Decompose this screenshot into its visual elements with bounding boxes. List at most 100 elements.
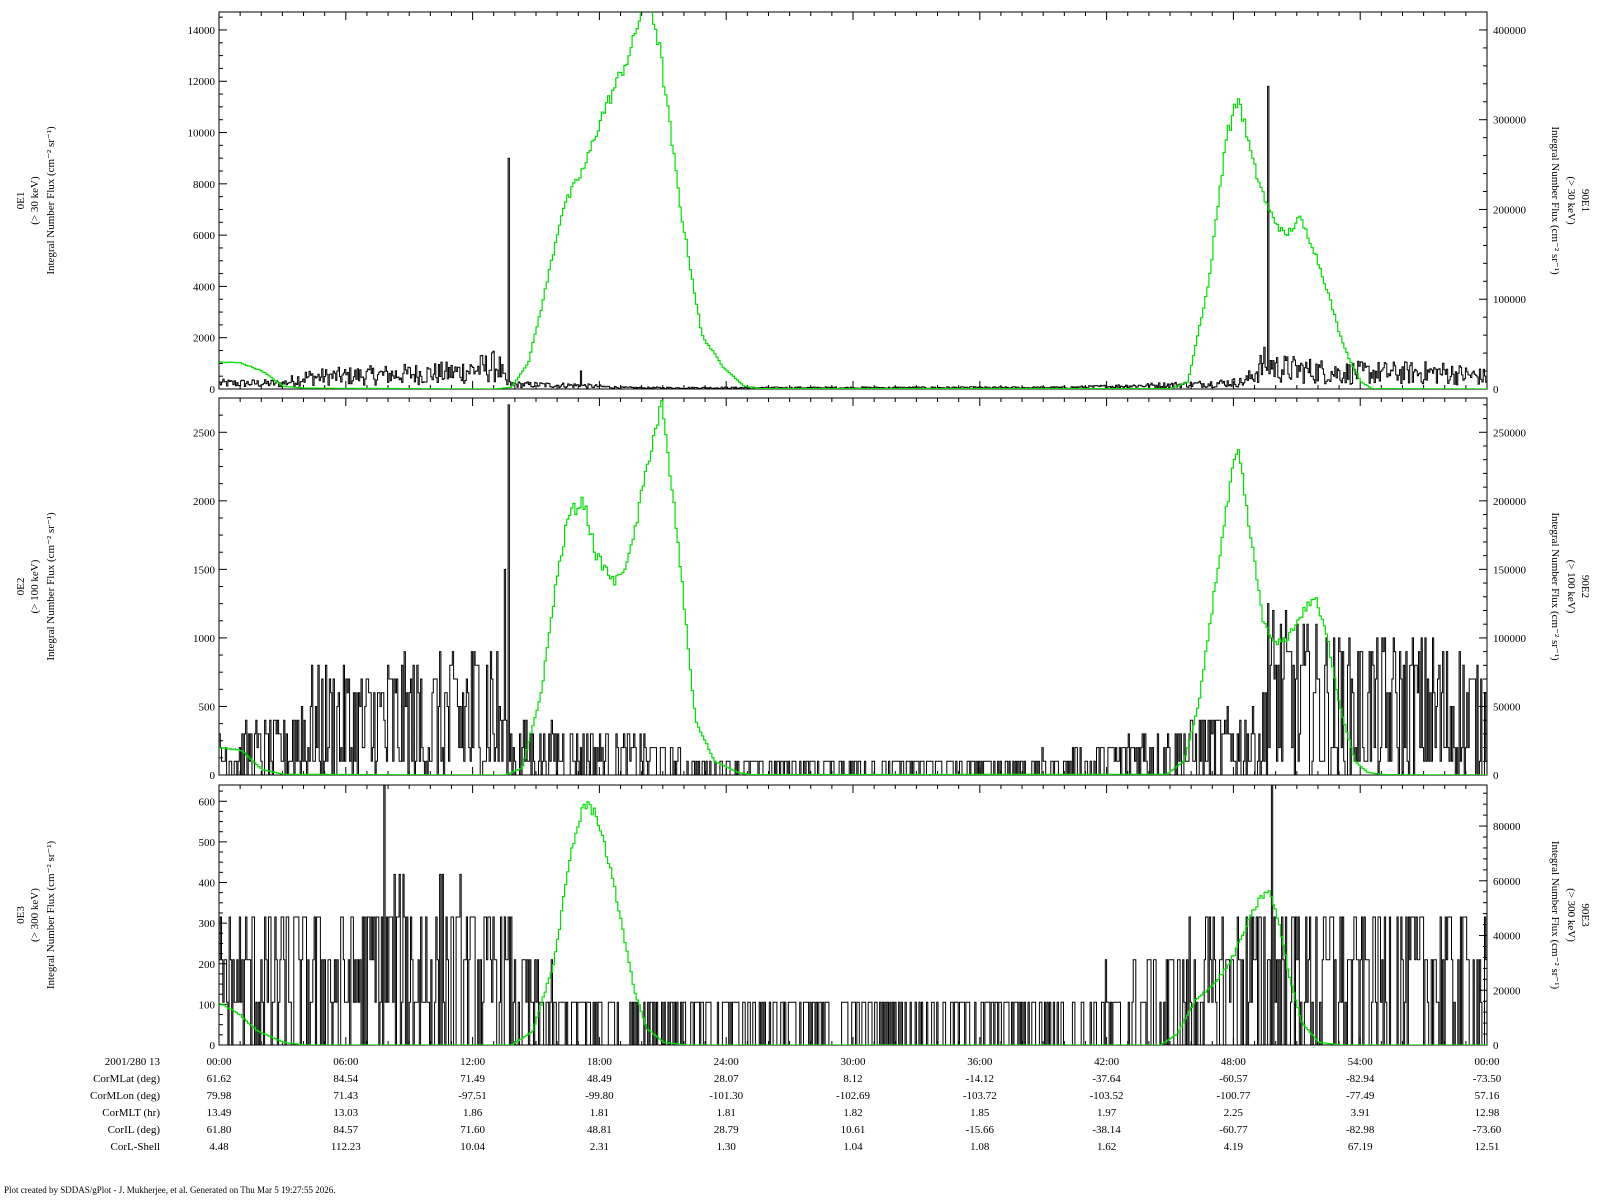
ephemeris-value: -60.77: [1219, 1124, 1248, 1136]
ephemeris-value: 1.30: [717, 1141, 737, 1153]
ephemeris-value: 4.19: [1224, 1141, 1244, 1153]
left-y-tick-label: 1500: [193, 564, 216, 576]
left-y-tick-label: 12000: [188, 76, 216, 88]
left-y-tick-label: 200: [199, 959, 216, 971]
left-axis-label: (> 30 keV): [29, 176, 41, 225]
time-tick-label: 36:00: [967, 1056, 993, 1068]
plot-panels: 0200040006000800010000120001400001000002…: [15, 11, 1591, 1052]
right-y-tick-label: 300000: [1493, 115, 1527, 127]
ephemeris-value: 48.81: [587, 1124, 612, 1136]
panel-1: 0 2000 4000 6000 8000 10000 12000 14000 0 100000 2…: [15, 11, 1591, 396]
left-axis-label: Integral Number Flux (cm⁻² sr⁻¹): [45, 512, 57, 661]
ephemeris-value: -97.51: [458, 1090, 486, 1102]
series-90deg-line: [219, 801, 1487, 1045]
series-90deg-line: [219, 12, 1487, 389]
time-tick-label: 42:00: [1094, 1056, 1120, 1068]
right-y-tick-label: 80000: [1493, 821, 1521, 833]
right-y-tick-label: 200000: [1493, 496, 1527, 508]
panel-2: 0 500 1000 1500 2000 2500 0 50000 100000 150000 20…: [15, 397, 1591, 782]
time-tick-label: 12:00: [460, 1056, 486, 1068]
right-axis-label: (> 100 keV): [1565, 560, 1577, 614]
ephemeris-row-label: CorMLT (hr): [102, 1107, 160, 1119]
ephemeris-value: 1.08: [970, 1141, 990, 1153]
ephemeris-value: -73.50: [1473, 1073, 1502, 1085]
right-axis-label: 90E3: [1579, 903, 1591, 927]
ephemeris-value: 57.16: [1475, 1090, 1500, 1102]
ephemeris-value: -82.98: [1346, 1124, 1375, 1136]
left-y-tick-label: 4000: [193, 281, 216, 293]
right-axis-label: Integral Number Flux (cm⁻² sr⁻¹): [1549, 512, 1561, 661]
left-axis-label: (> 100 keV): [29, 559, 41, 613]
ephemeris-value: 10.61: [841, 1124, 866, 1136]
time-tick-label: 00:00: [206, 1056, 232, 1068]
ephemeris-value: -77.49: [1346, 1090, 1375, 1102]
ephemeris-row-label: CorIL (deg): [108, 1124, 161, 1136]
ephemeris-value: 1.81: [590, 1107, 609, 1119]
ephemeris-value: 13.49: [207, 1107, 232, 1119]
ephemeris-value: -37.64: [1092, 1073, 1121, 1085]
ephemeris-value: -103.52: [1090, 1090, 1124, 1102]
ephemeris-value: -102.69: [836, 1090, 870, 1102]
ephemeris-value: 1.62: [1097, 1141, 1116, 1153]
ephemeris-table: 2001/280 13 00:00 06:00 12:00 18:00 24:00 30:0…: [90, 1056, 1502, 1153]
ephemeris-row-label: CorMLon (deg): [90, 1090, 160, 1102]
left-axis-label: 0E3: [15, 906, 27, 924]
right-y-tick-label: 20000: [1493, 985, 1521, 997]
left-y-tick-label: 0: [210, 1040, 216, 1052]
ephemeris-value: 12.98: [1475, 1107, 1500, 1119]
time-tick-label: 48:00: [1221, 1056, 1247, 1068]
left-y-tick-label: 500: [199, 701, 216, 713]
left-y-tick-label: 2000: [193, 333, 216, 345]
left-axis-label: 0E1: [15, 192, 27, 210]
left-axis-label: Integral Number Flux (cm⁻² sr⁻¹): [45, 126, 57, 275]
ephemeris-value: 112.23: [331, 1141, 361, 1153]
ephemeris-value: -103.72: [963, 1090, 997, 1102]
ephemeris-value: 2.25: [1224, 1107, 1244, 1119]
ephemeris-value: -14.12: [966, 1073, 994, 1085]
ephemeris-value: 1.85: [970, 1107, 990, 1119]
series-90deg-line: [219, 399, 1487, 775]
ephemeris-value: 12.51: [1475, 1141, 1500, 1153]
time-tick-label: 24:00: [714, 1056, 740, 1068]
right-y-tick-label: 250000: [1493, 427, 1527, 439]
ephemeris-value: -99.80: [585, 1090, 614, 1102]
ephemeris-value: 71.60: [460, 1124, 485, 1136]
series-0deg-line: [219, 85, 1487, 389]
ephemeris-value: 1.82: [843, 1107, 862, 1119]
right-y-tick-label: 100000: [1493, 633, 1527, 645]
right-y-tick-label: 400000: [1493, 25, 1527, 37]
left-y-tick-label: 2000: [193, 496, 216, 508]
left-y-tick-label: 0: [210, 384, 216, 396]
ephemeris-value: 1.97: [1097, 1107, 1117, 1119]
left-axis-label: 0E2: [15, 578, 27, 596]
ephemeris-value: 71.43: [333, 1090, 358, 1102]
ephemeris-value: 48.49: [587, 1073, 612, 1085]
ephemeris-value: 67.19: [1348, 1141, 1373, 1153]
panel-3: 0 100 200 300 400 500 600 0 20000 40000 60000 80000…: [15, 784, 1591, 1052]
right-y-tick-label: 200000: [1493, 204, 1527, 216]
left-y-tick-label: 400: [199, 878, 216, 890]
time-tick-label: 00:00: [1474, 1056, 1500, 1068]
ephemeris-value: -60.57: [1219, 1073, 1248, 1085]
left-y-tick-label: 14000: [188, 25, 216, 37]
ephemeris-value: -15.66: [966, 1124, 995, 1136]
left-y-tick-label: 6000: [193, 230, 216, 242]
left-y-tick-label: 0: [210, 770, 216, 782]
right-axis-label: Integral Number Flux (cm⁻² sr⁻¹): [1549, 126, 1561, 275]
right-y-tick-label: 150000: [1493, 564, 1527, 576]
right-axis-label: 90E2: [1579, 575, 1591, 598]
ephemeris-value: -73.60: [1473, 1124, 1502, 1136]
series-0deg-line: [219, 785, 1487, 1045]
ephemeris-value: -82.94: [1346, 1073, 1375, 1085]
ephemeris-value: 79.98: [207, 1090, 232, 1102]
right-y-tick-label: 60000: [1493, 876, 1521, 888]
left-y-tick-label: 1000: [193, 633, 216, 645]
right-y-tick-label: 0: [1493, 1040, 1499, 1052]
right-y-tick-label: 0: [1493, 384, 1499, 396]
ephemeris-value: 84.54: [333, 1073, 358, 1085]
ephemeris-value: 1.04: [843, 1141, 863, 1153]
left-y-tick-label: 2500: [193, 427, 216, 439]
ephemeris-value: 28.07: [714, 1073, 739, 1085]
left-axis-label: Integral Number Flux (cm⁻² sr⁻¹): [45, 840, 57, 989]
